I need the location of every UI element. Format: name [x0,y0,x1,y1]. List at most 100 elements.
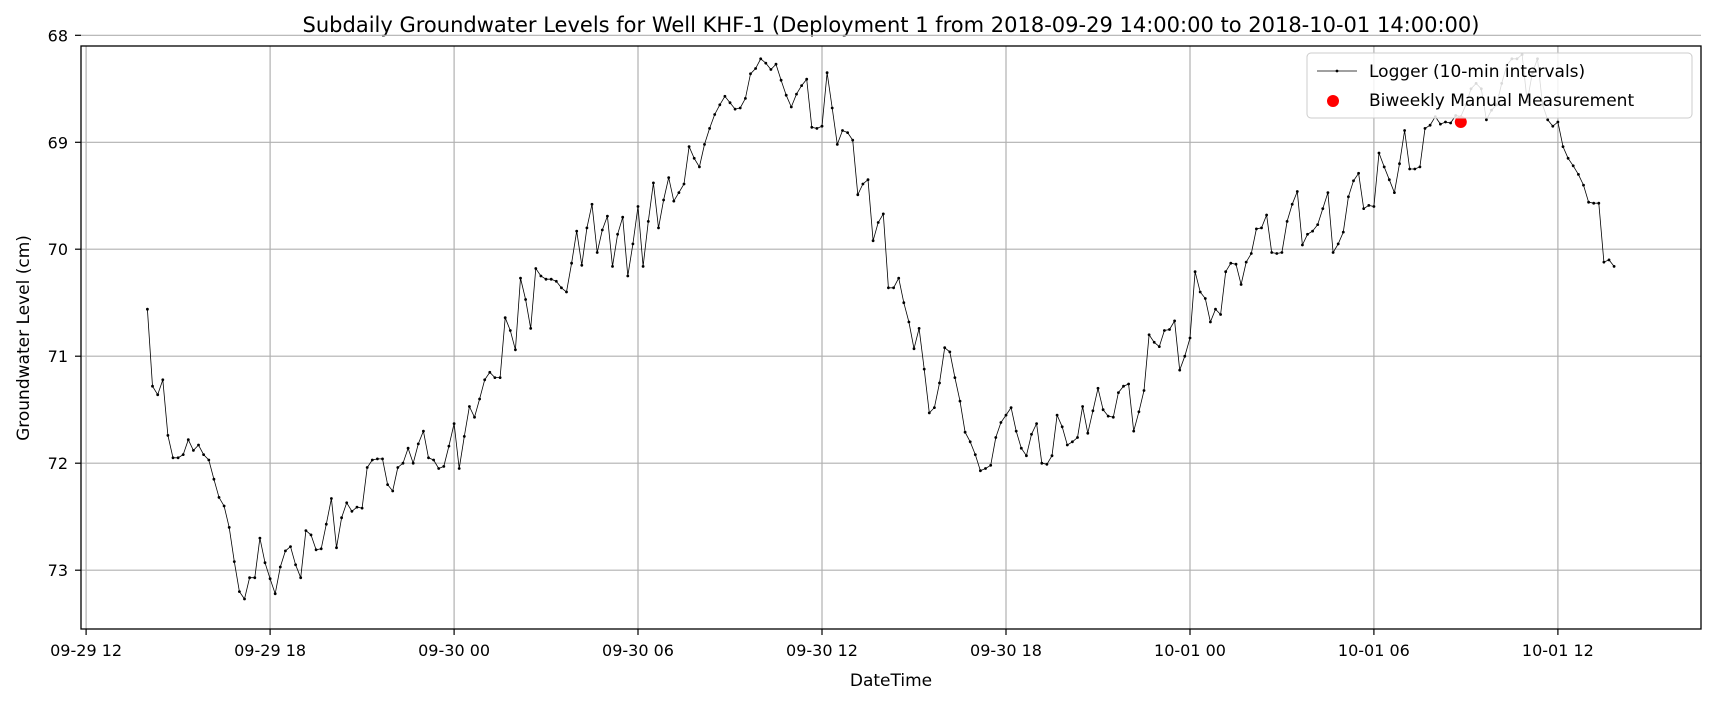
y-tick-label: 69 [48,133,68,152]
logger-point [473,415,476,419]
logger-point [590,202,594,206]
logger-point [641,265,645,268]
logger-point [1270,251,1274,254]
logger-point [1612,265,1616,268]
logger-point [810,125,814,129]
logger-point [212,477,216,481]
logger-point [1239,283,1243,286]
logger-point [1255,227,1258,231]
logger-point [1198,290,1202,294]
logger-point [927,411,931,415]
logger-point [161,378,165,382]
logger-point [1193,270,1197,274]
logger-point [1055,413,1059,417]
logger-point [544,277,548,281]
logger-point [1219,313,1222,316]
logger-point [672,199,676,203]
logger-point [478,397,481,401]
logger-point [401,461,405,465]
logger-point [299,576,303,580]
logger-point [1362,207,1366,211]
logger-point [1566,156,1570,160]
logger-point [524,298,527,301]
logger-point [1321,207,1325,211]
logger-point [1183,354,1187,358]
logger-point [253,576,257,580]
logger-point [1393,191,1396,195]
logger-point [738,106,742,110]
logger-point [999,421,1003,424]
logger-point [585,226,589,230]
logger-point [146,307,149,311]
logger-point [825,71,829,75]
y-tick-label: 73 [48,561,68,580]
logger-point [1152,340,1156,344]
logger-point [406,446,410,450]
logger-point [1157,345,1161,348]
logger-point [1173,319,1176,323]
logger-point [866,178,870,182]
logger-point [243,597,246,601]
logger-point [197,443,200,447]
legend-box [1306,52,1693,119]
logger-point [192,449,195,452]
logger-point [994,436,998,439]
logger-point [708,126,711,130]
logger-point [1106,414,1110,418]
logger-point [1551,124,1555,128]
y-tick-label: 68 [48,26,68,45]
legend-logger-label: Logger (10-min intervals) [1369,62,1585,82]
logger-point [355,505,359,509]
logger-point [846,131,849,135]
logger-point [744,97,747,100]
logger-point [493,376,497,379]
logger-point [1347,195,1350,199]
logger-point [1163,329,1166,332]
logger-point [764,61,768,65]
logger-point [984,467,987,470]
logger-point [1326,191,1330,195]
logger-point [1602,260,1606,264]
logger-point [1014,429,1018,433]
logger-point [938,381,941,385]
logger-point [442,465,446,468]
logger-point [1040,461,1044,465]
logger-point [462,435,466,438]
logger-point [452,422,456,425]
logger-point [657,226,660,230]
logger-point [391,489,395,493]
logger-point [1377,151,1381,155]
logger-point [1127,382,1130,386]
logger-point [1597,201,1601,205]
logger-point [529,327,533,330]
logger-point [861,182,865,186]
logger-point [268,577,272,581]
logger-point [1449,121,1452,125]
logger-point [774,62,778,66]
logger-point [851,138,855,142]
logger-point [754,67,757,70]
logger-point [1214,307,1217,311]
logger-point [340,516,343,520]
logger-point [514,348,517,352]
logger-point [631,242,635,246]
logger-point [227,526,231,529]
logger-point [304,529,308,532]
logger-point [892,286,895,290]
logger-point [1341,230,1345,234]
logger-point [284,549,287,553]
logger-point [1367,204,1371,207]
logger-point [800,84,803,87]
logger-point [856,193,860,197]
logger-point [207,458,211,462]
logger-point [989,463,993,467]
logger-point [539,274,543,278]
logger-point [616,232,619,236]
logger-point [1209,320,1212,324]
logger-point [917,327,921,330]
grid-lines [81,34,1701,629]
x-tick-label: 09-30 12 [786,641,858,660]
logger-point [1398,162,1401,166]
logger-point [1142,389,1146,392]
